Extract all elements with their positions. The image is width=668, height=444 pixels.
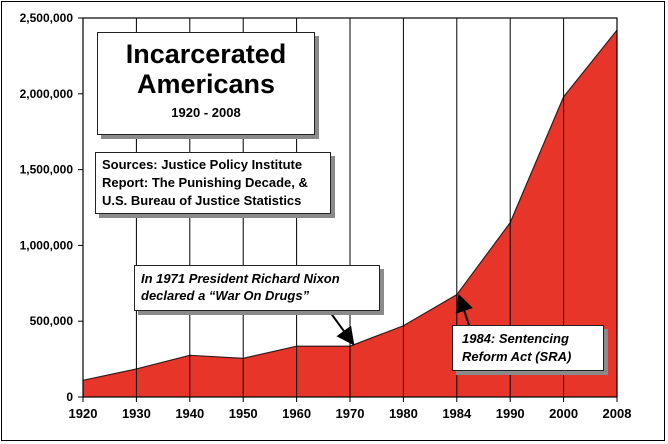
chart-title: Incarcerated Americans xyxy=(98,39,314,99)
chart-title-line-1: Incarcerated xyxy=(125,39,287,69)
x-tick-label: 1960 xyxy=(282,406,311,421)
sra-annotation: 1984: Sentencing Reform Act (SRA) xyxy=(452,325,604,371)
nixon-annotation-line-1: In 1971 President Richard Nixon xyxy=(141,271,340,286)
x-tick-label: 2008 xyxy=(603,406,632,421)
chart-title-line-2: Americans xyxy=(136,69,276,99)
y-tick-label: 2,000,000 xyxy=(20,87,74,101)
x-tick-label: 1920 xyxy=(69,406,98,421)
x-tick-label: 1970 xyxy=(336,406,365,421)
x-tick-label: 1984 xyxy=(442,406,472,421)
sources-line-2: Report: The Punishing Decade, & xyxy=(102,175,308,190)
sra-arrow xyxy=(455,293,473,329)
area-series-fill xyxy=(83,30,617,398)
y-tick-label: 1,000,000 xyxy=(20,238,74,252)
y-tick-label: 1,500,000 xyxy=(20,163,74,177)
title-box: Incarcerated Americans 1920 - 2008 xyxy=(97,32,315,135)
x-tick-label: 1930 xyxy=(122,406,151,421)
chart-subtitle: 1920 - 2008 xyxy=(171,105,241,120)
sources-line-1: Sources: Justice Policy Institute xyxy=(102,157,303,172)
y-tick-label: 2,500,000 xyxy=(20,11,74,25)
x-tick-label: 1980 xyxy=(389,406,418,421)
sources-line-3: U.S. Bureau of Justice Statistics xyxy=(102,193,302,208)
sra-annotation-line-1: 1984: Sentencing xyxy=(462,331,569,346)
nixon-annotation: In 1971 President Richard Nixon declared… xyxy=(134,265,380,311)
y-tick-label: 500,000 xyxy=(30,314,74,328)
x-tick-label: 1940 xyxy=(175,406,204,421)
x-tick-label: 1950 xyxy=(229,406,258,421)
sra-annotation-line-2: Reform Act (SRA) xyxy=(462,349,572,364)
y-tick-label: 0 xyxy=(66,390,73,404)
x-tick-label: 1990 xyxy=(496,406,525,421)
x-tick-label: 2000 xyxy=(549,406,578,421)
sources-box: Sources: Justice Policy Institute Report… xyxy=(95,152,331,214)
nixon-annotation-line-2: declared a “War On Drugs” xyxy=(141,288,310,303)
nixon-arrow xyxy=(329,311,355,346)
